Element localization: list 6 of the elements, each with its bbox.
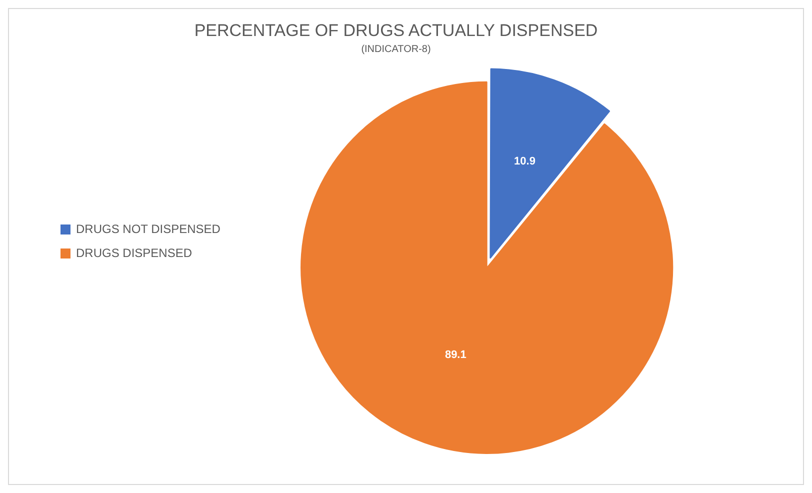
data-label: 89.1 [444, 349, 466, 362]
legend-label: DRUGS NOT DISPENSED [76, 222, 221, 236]
data-label: 10.9 [514, 155, 536, 168]
legend-label: DRUGS DISPENSED [76, 246, 192, 260]
chart-title: PERCENTAGE OF DRUGS ACTUALLY DISPENSED [194, 20, 598, 40]
chart-subtitle: (INDICATOR-8) [361, 44, 431, 56]
